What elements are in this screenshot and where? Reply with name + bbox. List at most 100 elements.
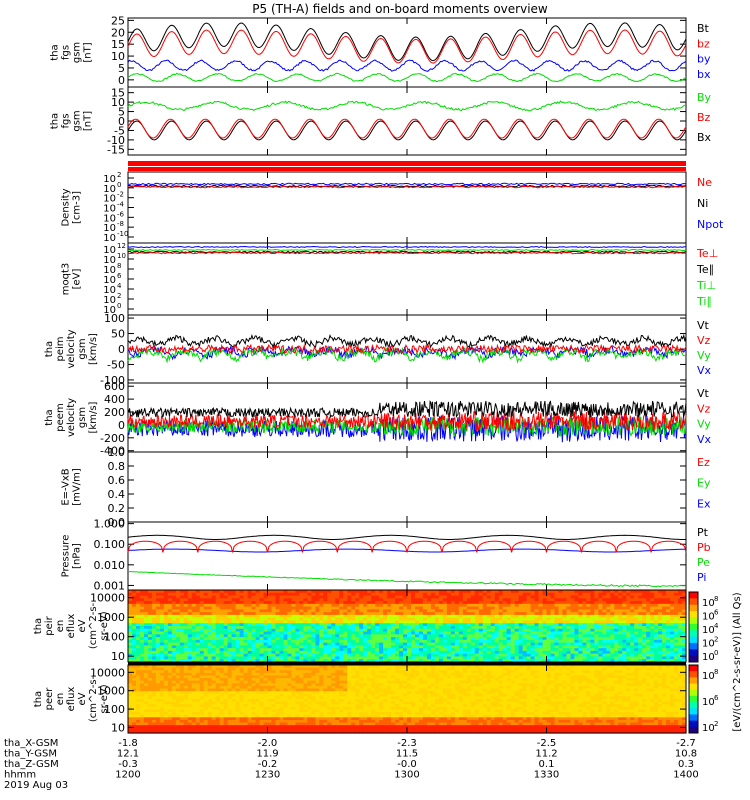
heatmap-cell: [283, 653, 289, 658]
heatmap-cell: [343, 606, 348, 610]
heatmap-cell: [638, 678, 643, 682]
heatmap-cell: [395, 623, 400, 627]
heatmap-cell: [183, 634, 189, 638]
heatmap-cell: [179, 639, 185, 644]
heatmap-cell: [227, 620, 233, 624]
heatmap-cell: [474, 645, 480, 649]
heatmap-cell: [506, 626, 512, 630]
heatmap-cell: [327, 609, 332, 613]
heatmap-cell: [207, 598, 213, 602]
heatmap-cell: [231, 648, 237, 652]
heatmap-cell: [634, 623, 639, 627]
heatmap-cell: [311, 667, 316, 671]
heatmap-cell: [223, 648, 229, 652]
heatmap-cell: [183, 623, 189, 627]
heatmap-cell: [482, 637, 488, 641]
heatmap-cell: [482, 617, 488, 622]
heatmap-cell: [462, 656, 468, 660]
heatmap-cell: [606, 648, 611, 652]
heatmap-cell: [494, 623, 500, 627]
heatmap-cell: [331, 645, 336, 649]
heatmap-cell: [518, 617, 524, 622]
heatmap-cell: [299, 617, 304, 622]
heatmap-cell: [558, 642, 564, 646]
heatmap-cell: [163, 667, 169, 671]
heatmap-cell: [574, 614, 579, 619]
y-tick-exponent: -6: [117, 210, 125, 218]
heatmap-cell: [614, 637, 619, 641]
heatmap-cell: [554, 670, 560, 674]
heatmap-cell: [263, 623, 269, 627]
heatmap-cell: [422, 637, 428, 641]
heatmap-cell: [418, 601, 424, 605]
heatmap-cell: [267, 620, 273, 624]
heatmap-cell: [163, 675, 169, 679]
heatmap-cell: [239, 628, 245, 633]
heatmap-cell: [502, 590, 508, 594]
heatmap-cell: [367, 628, 372, 633]
heatmap-cell: [235, 634, 241, 638]
heatmap-cell: [534, 650, 540, 655]
heatmap-cell: [283, 670, 289, 674]
heatmap-cell: [474, 642, 480, 646]
y-tick-label: 0.2: [108, 502, 126, 515]
heatmap-cell: [674, 601, 679, 605]
heatmap-cell: [534, 642, 540, 646]
heatmap-cell: [438, 637, 444, 641]
heatmap-cell: [351, 656, 356, 660]
heatmap-cell: [662, 667, 667, 671]
heatmap-cell: [482, 656, 488, 660]
heatmap-cell: [239, 665, 245, 669]
heatmap-cell: [494, 670, 500, 674]
heatmap-cell: [518, 639, 524, 644]
heatmap-cell: [510, 595, 516, 599]
heatmap-cell: [155, 653, 161, 658]
heatmap-cell: [295, 612, 300, 616]
heatmap-cell: [534, 637, 540, 641]
heatmap-cell: [518, 667, 524, 671]
heatmap-cell: [682, 667, 687, 671]
heatmap-cell: [151, 623, 157, 627]
heatmap-cell: [414, 648, 420, 652]
heatmap-cell: [550, 606, 556, 610]
heatmap-cell: [379, 620, 384, 624]
heatmap-cell: [614, 675, 619, 679]
heatmap-cell: [243, 672, 249, 677]
heatmap-cell: [247, 672, 253, 677]
heatmap-cell: [622, 659, 627, 663]
heatmap-cell: [566, 680, 572, 684]
heatmap-cell: [143, 648, 149, 652]
heatmap-cell: [442, 637, 448, 641]
heatmap-cell: [155, 631, 161, 635]
heatmap-cell: [510, 603, 516, 608]
heatmap-cell: [323, 678, 328, 682]
heatmap-cell: [279, 675, 285, 679]
heatmap-cell: [506, 606, 512, 610]
heatmap-cell: [371, 614, 376, 619]
heatmap-cell: [287, 595, 293, 599]
heatmap-cell: [355, 650, 360, 655]
heatmap-cell: [414, 590, 420, 594]
heatmap-cell: [634, 665, 639, 669]
heatmap-cell: [562, 650, 568, 655]
heatmap-cell: [542, 603, 548, 608]
heatmap-cell: [143, 680, 149, 684]
heatmap-cell: [586, 648, 591, 652]
heatmap-cell: [259, 656, 265, 660]
heatmap-cell: [494, 617, 500, 622]
heatmap-cell: [295, 628, 300, 633]
heatmap-cell: [530, 650, 536, 655]
heatmap-cell: [211, 650, 217, 655]
heatmap-cell: [335, 612, 340, 616]
heatmap-cell: [482, 590, 488, 594]
heatmap-cell: [538, 617, 544, 622]
heatmap-cell: [558, 601, 564, 605]
heatmap-cell: [590, 667, 595, 671]
heatmap-cell: [450, 645, 456, 649]
heatmap-cell: [335, 609, 340, 613]
heatmap-cell: [183, 606, 189, 610]
heatmap-cell: [195, 648, 201, 652]
heatmap-cell: [407, 626, 412, 630]
heatmap-cell: [578, 626, 583, 630]
heatmap-cell: [323, 628, 328, 633]
